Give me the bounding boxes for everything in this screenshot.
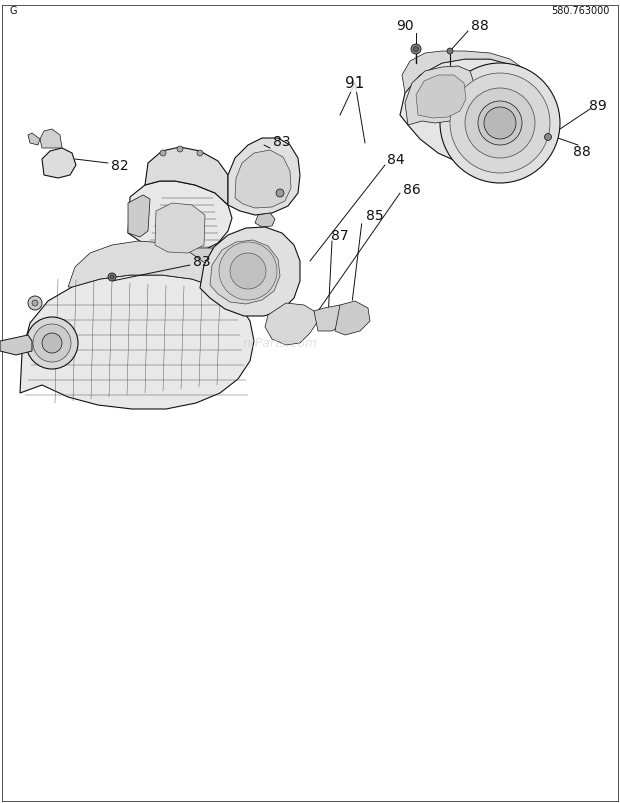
- Text: ntParts.com: ntParts.com: [242, 337, 317, 350]
- Polygon shape: [265, 304, 318, 345]
- Ellipse shape: [450, 74, 550, 173]
- Polygon shape: [228, 139, 300, 216]
- Text: 83: 83: [273, 135, 291, 149]
- Polygon shape: [128, 196, 150, 238]
- Polygon shape: [68, 242, 218, 288]
- Ellipse shape: [219, 243, 277, 300]
- Circle shape: [411, 45, 421, 55]
- Polygon shape: [402, 52, 530, 94]
- Text: 89: 89: [589, 99, 607, 113]
- Text: 88: 88: [573, 145, 591, 159]
- Text: 85: 85: [366, 209, 384, 222]
- Polygon shape: [145, 249, 225, 271]
- Text: 87: 87: [331, 229, 349, 243]
- Polygon shape: [28, 134, 40, 146]
- Ellipse shape: [26, 318, 78, 369]
- Polygon shape: [42, 149, 76, 179]
- Circle shape: [447, 49, 453, 55]
- Circle shape: [544, 134, 552, 141]
- Circle shape: [28, 296, 42, 311]
- Polygon shape: [0, 336, 32, 356]
- Text: 580.763000: 580.763000: [552, 6, 610, 16]
- Polygon shape: [145, 148, 228, 206]
- Polygon shape: [416, 76, 466, 119]
- Polygon shape: [400, 60, 542, 165]
- Circle shape: [110, 275, 114, 279]
- Ellipse shape: [230, 254, 266, 290]
- Text: 91: 91: [345, 76, 365, 92]
- Circle shape: [108, 274, 116, 282]
- Text: 90: 90: [396, 19, 414, 33]
- Circle shape: [484, 108, 516, 140]
- Polygon shape: [255, 214, 275, 228]
- Circle shape: [177, 147, 183, 153]
- Polygon shape: [155, 204, 205, 254]
- Polygon shape: [235, 151, 291, 209]
- Text: 83: 83: [193, 255, 211, 269]
- Circle shape: [160, 151, 166, 157]
- Polygon shape: [405, 67, 474, 126]
- Text: 82: 82: [111, 159, 129, 173]
- Text: 86: 86: [403, 183, 421, 197]
- Circle shape: [197, 151, 203, 157]
- Ellipse shape: [42, 333, 62, 353]
- Ellipse shape: [33, 324, 71, 362]
- Polygon shape: [20, 275, 254, 410]
- Ellipse shape: [440, 64, 560, 184]
- Polygon shape: [335, 302, 370, 336]
- Circle shape: [32, 300, 38, 307]
- Polygon shape: [210, 241, 280, 304]
- Text: 84: 84: [387, 153, 405, 167]
- Polygon shape: [314, 306, 348, 332]
- Circle shape: [414, 47, 418, 52]
- Polygon shape: [128, 181, 232, 255]
- Text: 88: 88: [471, 19, 489, 33]
- Ellipse shape: [478, 102, 522, 146]
- Polygon shape: [200, 228, 300, 316]
- Circle shape: [276, 190, 284, 198]
- Text: G: G: [10, 6, 17, 16]
- Ellipse shape: [465, 89, 535, 159]
- Polygon shape: [40, 130, 62, 149]
